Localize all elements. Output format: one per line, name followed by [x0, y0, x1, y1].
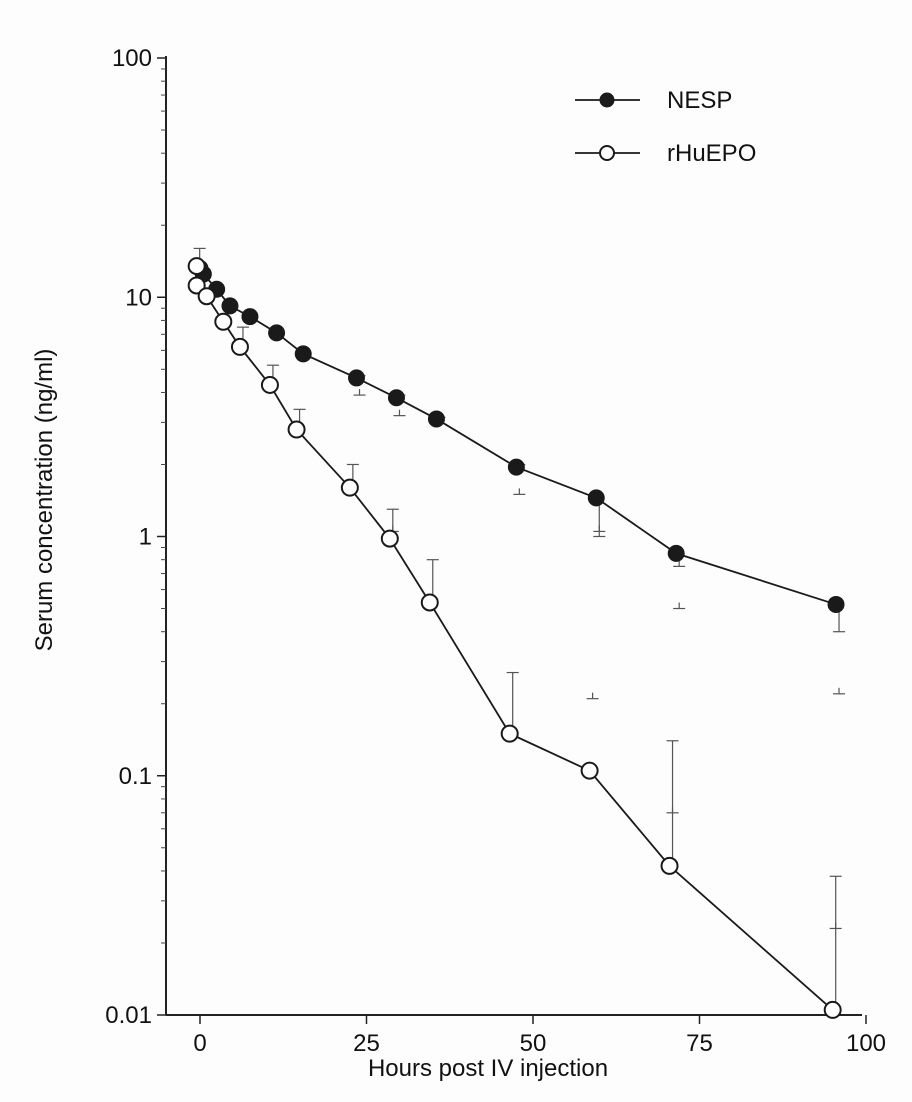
- rhuepo-data-point: [230, 337, 249, 356]
- rhuepo-data-point: [187, 276, 206, 295]
- error-bars: [193, 247, 846, 1010]
- rhuepo-data-point: [197, 287, 216, 306]
- nesp-data-point: [348, 369, 366, 387]
- rhuepo-data-point: [420, 593, 439, 612]
- nesp-data-point: [667, 544, 685, 562]
- y-tick-label: 10: [125, 284, 152, 311]
- rhuepo-series-line: [195, 266, 834, 1011]
- data-points: [187, 257, 845, 1019]
- nesp-data-point: [387, 389, 405, 407]
- legend-nesp-label: NESP: [667, 87, 732, 114]
- y-tick-label: 1: [139, 524, 152, 551]
- x-tick-label: 75: [686, 1030, 713, 1057]
- x-tick-label: 0: [193, 1030, 206, 1057]
- nesp-data-point: [241, 308, 259, 326]
- y-tick-label: 100: [112, 45, 152, 72]
- y-axis-title: Serum concentration (ng/ml): [31, 349, 58, 652]
- nesp-data-point: [587, 489, 605, 507]
- nesp-data-point: [507, 458, 525, 476]
- rhuepo-data-point: [660, 856, 679, 875]
- series-lines: [195, 266, 837, 1011]
- legend-rhuepo-label: rHuEPO: [667, 140, 756, 167]
- rhuepo-data-point: [187, 257, 206, 276]
- rhuepo-data-point: [380, 529, 399, 548]
- x-tick-label: 100: [846, 1030, 886, 1057]
- legend-rhuepo-marker: [599, 145, 615, 161]
- x-tick-label: 50: [520, 1030, 547, 1057]
- nesp-data-point: [268, 324, 286, 342]
- rhuepo-data-point: [260, 375, 279, 394]
- legend: NESP rHuEPO: [575, 87, 756, 167]
- nesp-data-point: [294, 345, 312, 363]
- y-tick-label: 0.1: [119, 763, 152, 790]
- rhuepo-data-point: [580, 761, 599, 780]
- rhuepo-data-point: [340, 478, 359, 497]
- legend-nesp-marker: [599, 92, 615, 108]
- rhuepo-data-point: [823, 1000, 842, 1019]
- nesp-data-point: [427, 410, 445, 428]
- rhuepo-data-point: [500, 724, 519, 743]
- x-axis-title: Hours post IV injection: [368, 1055, 608, 1082]
- nesp-data-point: [221, 297, 239, 315]
- rhuepo-data-point: [214, 312, 233, 331]
- x-tick-label: 25: [353, 1030, 380, 1057]
- y-tick-label: 0.01: [105, 1002, 152, 1029]
- nesp-data-point: [827, 595, 845, 613]
- axes: 0.01 0.1 1 10 100 0 25 50 75 100: [105, 45, 886, 1057]
- rhuepo-data-point: [287, 420, 306, 439]
